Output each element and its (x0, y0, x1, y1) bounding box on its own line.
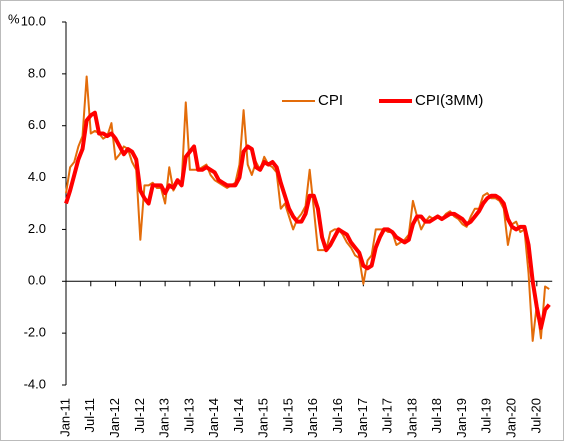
legend-label: CPI(3MM) (415, 92, 483, 109)
y-unit: % (8, 11, 20, 26)
x-tick-label: Jul-14 (231, 398, 246, 433)
x-tick-label: Jan-19 (454, 398, 469, 438)
x-tick-label: Jul-15 (280, 398, 295, 433)
x-tick-label: Jul-19 (479, 398, 494, 433)
y-tick-label: -4.0 (24, 376, 46, 391)
y-tick-label: 0.0 (28, 273, 46, 288)
x-tick-label: Jan-12 (107, 398, 122, 438)
y-tick-label: -2.0 (24, 325, 46, 340)
x-tick-label: Jan-14 (206, 398, 221, 438)
y-tick-label: 2.0 (28, 221, 46, 236)
x-tick-label: Jul-12 (132, 398, 147, 433)
x-tick-label: Jul-11 (82, 398, 97, 432)
x-tick-label: Jul-17 (380, 398, 395, 433)
series-line (64, 110, 551, 330)
y-tick-label: 8.0 (28, 65, 46, 80)
y-tick-label: 4.0 (28, 169, 46, 184)
x-tick-label: Jan-13 (157, 398, 172, 438)
x-tick-label: Jan-15 (256, 398, 271, 438)
x-tick-label: Jul-13 (181, 398, 196, 433)
x-tick-label: Jan-20 (503, 398, 518, 438)
x-tick-label: Jan-18 (404, 398, 419, 438)
x-tick-label: Jan-16 (305, 398, 320, 438)
x-tick-label: Jul-20 (528, 398, 543, 433)
x-tick-label: Jan-17 (355, 398, 370, 438)
x-tick-label: Jul-18 (429, 398, 444, 433)
x-tick-label: Jan-11 (57, 398, 72, 437)
x-tick-label: Jul-16 (330, 398, 345, 433)
y-tick-label: 10.0 (21, 13, 46, 28)
legend-label: CPI (318, 92, 343, 109)
y-tick-label: 6.0 (28, 117, 46, 132)
